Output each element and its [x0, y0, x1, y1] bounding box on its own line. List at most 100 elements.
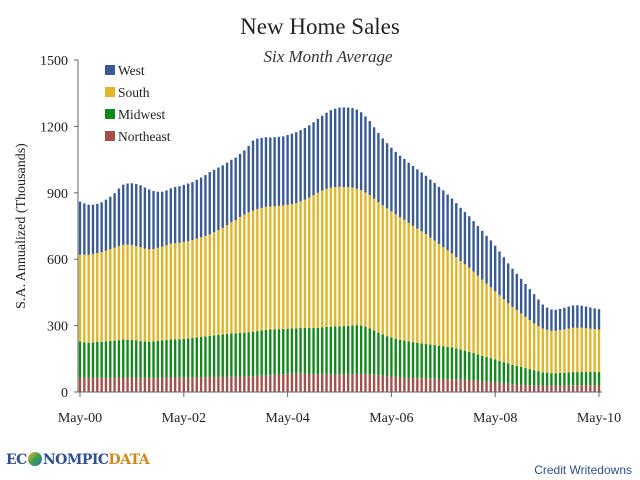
bar-northeast-70: [381, 375, 384, 392]
bar-west-20: [165, 190, 168, 246]
bar-northeast-75: [403, 377, 406, 392]
bar-midwest-43: [264, 329, 268, 376]
bar-midwest-33: [221, 334, 224, 377]
bar-south-63: [351, 187, 354, 326]
bar-west-41: [256, 138, 259, 209]
bar-south-82: [433, 240, 436, 346]
bar-northeast-76: [407, 377, 410, 392]
bar-west-25: [186, 183, 190, 242]
bar-south-75: [403, 219, 406, 341]
bar-south-105: [532, 323, 536, 371]
bar-northeast-86: [450, 379, 454, 392]
bar-west-30: [208, 171, 211, 235]
bar-midwest-68: [372, 330, 376, 375]
logo-text-ec: EC: [6, 452, 27, 468]
bar-northeast-111: [558, 385, 562, 392]
bar-midwest-47: [282, 328, 285, 375]
bar-south-39: [247, 212, 250, 333]
bar-west-79: [420, 172, 423, 232]
bar-northeast-13: [135, 377, 138, 392]
bar-northeast-54: [312, 374, 315, 392]
credit-link[interactable]: Credit Writedowns: [534, 463, 632, 477]
bar-south-38: [243, 214, 246, 333]
y-ticks-group: 0 300 600 900 1200 1500: [40, 54, 78, 401]
bar-midwest-26: [191, 337, 194, 378]
bar-west-8: [113, 193, 116, 248]
chart-title: New Home Sales: [240, 14, 400, 39]
bar-northeast-22: [173, 377, 177, 392]
bar-south-8: [113, 247, 116, 341]
bar-south-95: [489, 287, 493, 359]
bar-west-119: [593, 308, 596, 330]
bar-northeast-39: [247, 376, 250, 392]
bar-west-112: [563, 307, 566, 330]
bar-west-109: [550, 309, 553, 331]
bar-northeast-12: [130, 377, 134, 392]
bar-midwest-3: [91, 342, 95, 378]
bar-west-117: [584, 306, 588, 329]
bar-west-90: [468, 216, 471, 268]
bar-midwest-108: [545, 372, 549, 386]
bar-south-22: [173, 243, 177, 340]
bar-south-24: [182, 241, 185, 339]
bar-northeast-113: [567, 385, 570, 392]
bar-west-19: [160, 191, 164, 247]
bar-south-114: [571, 327, 575, 373]
bar-northeast-112: [563, 385, 566, 392]
bar-west-98: [502, 257, 506, 300]
bar-south-32: [217, 229, 220, 335]
bar-midwest-109: [550, 373, 553, 386]
bar-northeast-10: [122, 377, 125, 392]
bar-midwest-95: [489, 358, 493, 383]
bar-midwest-102: [519, 366, 523, 385]
bar-south-107: [541, 328, 544, 373]
bar-midwest-81: [429, 344, 432, 379]
bar-west-89: [463, 212, 467, 265]
bar-midwest-111: [558, 372, 562, 386]
bar-northeast-78: [416, 378, 419, 392]
bar-south-65: [359, 190, 363, 326]
bar-midwest-73: [394, 338, 397, 377]
bar-south-100: [511, 306, 514, 365]
bar-northeast-49: [290, 373, 294, 392]
bar-northeast-102: [519, 384, 523, 392]
bar-west-85: [446, 194, 449, 251]
bar-west-73: [394, 151, 397, 215]
bar-midwest-42: [260, 330, 263, 376]
bar-northeast-6: [104, 377, 108, 392]
bar-northeast-90: [468, 380, 471, 392]
bar-northeast-67: [368, 374, 371, 392]
bar-south-28: [199, 237, 203, 337]
bar-west-69: [377, 133, 380, 203]
bar-south-83: [437, 243, 441, 346]
bar-midwest-37: [238, 332, 242, 377]
bar-northeast-0: [78, 377, 82, 392]
bar-west-51: [299, 130, 302, 202]
bar-midwest-91: [472, 353, 475, 381]
chart-subtitle: Six Month Average: [263, 47, 392, 66]
bar-midwest-19: [160, 340, 164, 378]
bar-south-77: [411, 225, 415, 343]
bar-midwest-84: [442, 346, 445, 379]
bar-west-65: [359, 112, 363, 191]
bar-south-91: [472, 271, 475, 354]
bar-south-50: [295, 202, 298, 329]
bar-northeast-51: [299, 373, 302, 392]
bar-south-16: [148, 249, 151, 342]
bar-northeast-27: [195, 377, 198, 392]
bar-west-80: [424, 175, 428, 235]
bar-south-69: [377, 202, 380, 333]
bar-west-11: [126, 183, 129, 245]
bar-west-81: [429, 179, 432, 238]
bar-midwest-99: [506, 363, 510, 384]
bar-northeast-89: [463, 379, 467, 392]
bar-midwest-105: [532, 370, 536, 386]
bar-south-36: [234, 220, 237, 334]
bar-midwest-11: [126, 339, 129, 378]
bar-northeast-29: [204, 377, 207, 392]
bar-northeast-15: [143, 377, 147, 392]
bar-south-56: [321, 190, 324, 328]
bar-midwest-86: [450, 347, 454, 380]
bar-west-42: [260, 137, 263, 208]
bar-west-115: [576, 305, 579, 328]
